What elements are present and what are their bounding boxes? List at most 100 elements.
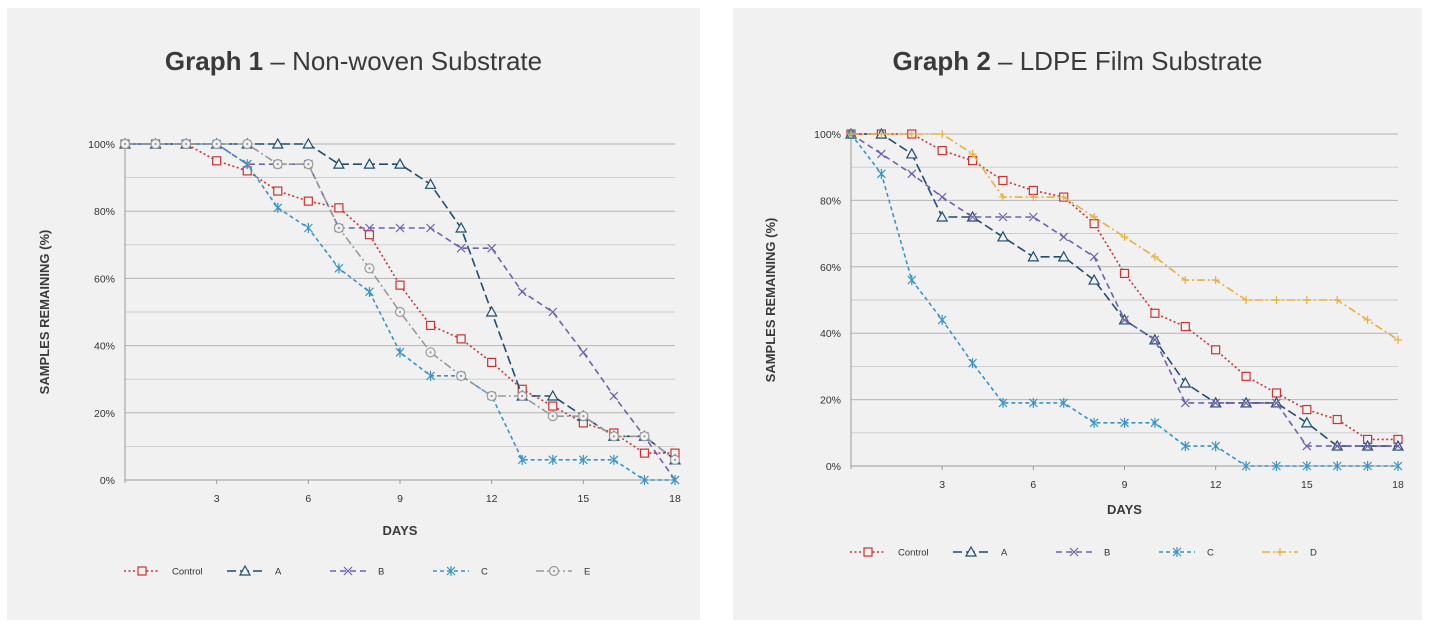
chart2-legend-swatch-marker bbox=[863, 547, 873, 557]
chart2-data-point bbox=[876, 168, 886, 179]
chart2-data-point bbox=[1211, 276, 1220, 285]
chart1-legend-item-a: A bbox=[227, 564, 282, 578]
chart2-y-tick-label: 20% bbox=[820, 395, 841, 407]
chart1-data-point bbox=[424, 178, 437, 189]
chart1-data-point bbox=[271, 137, 284, 149]
chart2-legend-item-d: D bbox=[1262, 548, 1317, 559]
chart2-data-point bbox=[907, 169, 917, 179]
chart2-x-tick-label: 15 bbox=[1301, 479, 1313, 491]
chart1-data-point bbox=[211, 138, 222, 150]
chart2-data-point bbox=[1180, 441, 1190, 452]
chart2-data-point bbox=[1211, 345, 1221, 355]
chart2-data-point bbox=[1363, 315, 1372, 324]
chart1-legend-swatch-marker bbox=[343, 566, 353, 576]
chart-title-1: Graph 1 – Non-woven Substrate bbox=[7, 46, 700, 77]
chart1-data-point bbox=[485, 305, 498, 317]
chart2-data-point bbox=[968, 212, 977, 222]
chart1-legend-label: C bbox=[481, 567, 488, 578]
chart2-legend-swatch-marker bbox=[1276, 548, 1284, 556]
chart2-data-point bbox=[1057, 250, 1070, 262]
chart1-data-point bbox=[303, 196, 313, 206]
chart2-data-point bbox=[1394, 335, 1402, 344]
chart2-series-control bbox=[846, 129, 1403, 445]
chart2-data-point bbox=[1300, 416, 1313, 428]
chart2-data-point bbox=[1302, 441, 1312, 451]
chart1-data-point bbox=[365, 286, 374, 297]
chart-title-2-separator: – bbox=[990, 46, 1020, 76]
chart2-data-point bbox=[996, 230, 1009, 242]
chart2-data-point bbox=[1059, 193, 1068, 202]
chart2-data-point bbox=[938, 130, 947, 138]
chart1-legend-swatch-marker bbox=[137, 566, 147, 576]
chart2-data-point bbox=[1179, 376, 1192, 388]
chart1-y-tick-label: 40% bbox=[94, 341, 115, 353]
chart2-data-point bbox=[1271, 388, 1282, 398]
chart2-data-point bbox=[1028, 397, 1038, 408]
chart-2-svg: 0% 20% 40% 60% 80% 100% 3 6 9 12 15 18 DAYS SAMPLES R… bbox=[763, 127, 1405, 559]
chart2-data-point bbox=[1241, 398, 1251, 408]
chart1-data-point bbox=[517, 454, 527, 465]
chart2-data-point bbox=[1089, 417, 1099, 428]
chart2-data-point bbox=[1180, 321, 1190, 332]
chart2-y-tick-label: 80% bbox=[820, 195, 841, 207]
chart1-data-point bbox=[302, 137, 315, 149]
chart1-data-point bbox=[609, 391, 619, 401]
chart1-data-point bbox=[365, 223, 374, 233]
chart1-x-axis-label: DAYS bbox=[383, 523, 418, 538]
chart2-data-point bbox=[1333, 296, 1342, 304]
chart-title-2-rest: LDPE Film Substrate bbox=[1019, 46, 1263, 76]
chart1-data-point bbox=[547, 411, 558, 422]
chart2-legend-label: B bbox=[1104, 548, 1110, 559]
chart1-data-point bbox=[272, 159, 283, 170]
chart1-data-point bbox=[303, 223, 313, 233]
chart1-data-point bbox=[609, 454, 619, 465]
chart2-data-point bbox=[1332, 414, 1342, 425]
chart2-data-point bbox=[1393, 461, 1403, 471]
chart2-data-point bbox=[877, 130, 886, 138]
chart2-data-point bbox=[1242, 296, 1251, 304]
chart1-series-line-control bbox=[125, 143, 675, 454]
chart2-data-point bbox=[937, 314, 947, 325]
chart1-data-point bbox=[273, 186, 283, 196]
chart1-series-control bbox=[120, 139, 680, 458]
chart2-data-point bbox=[1029, 193, 1038, 202]
chart1-data-point bbox=[395, 280, 405, 290]
chart1-legend-swatch-marker bbox=[548, 565, 560, 577]
chart1-series-a bbox=[118, 137, 682, 465]
chart1-data-point bbox=[425, 320, 436, 331]
chart2-data-point bbox=[1302, 296, 1311, 304]
chart1-legend-item-e: E bbox=[536, 565, 590, 578]
chart2-data-point bbox=[937, 146, 947, 156]
chart1-data-point bbox=[119, 138, 131, 150]
chart2-x-tick-label: 12 bbox=[1210, 479, 1222, 491]
chart2-data-point bbox=[1363, 441, 1373, 451]
chart2-x-tick-label: 3 bbox=[939, 479, 945, 491]
chart1-data-point bbox=[578, 454, 588, 465]
chart1-legend-item-c: C bbox=[433, 566, 488, 578]
chart2-data-point bbox=[1302, 461, 1312, 471]
chart-panel-1: Graph 1 – Non-woven Substrate 0% 20% 40% 60… bbox=[7, 8, 700, 620]
chart1-data-point bbox=[395, 347, 405, 358]
chart1-data-point bbox=[364, 230, 375, 240]
chart2-data-point bbox=[937, 192, 947, 202]
chart2-data-point bbox=[1363, 461, 1373, 471]
chart1-data-point bbox=[608, 431, 619, 442]
chart1-legend-swatch-marker bbox=[238, 564, 252, 576]
chart1-data-point bbox=[212, 156, 222, 166]
chart1-y-tick-label: 60% bbox=[94, 273, 115, 285]
chart2-x-tick-label: 6 bbox=[1030, 479, 1036, 491]
chart2-legend-label: Control bbox=[898, 548, 929, 559]
chart1-x-tick-label: 12 bbox=[486, 493, 498, 505]
chart2-data-point bbox=[1302, 404, 1312, 415]
chart1-data-point bbox=[639, 448, 650, 458]
chart1-x-tick-label: 6 bbox=[305, 493, 311, 505]
chart2-y-axis-label: SAMPLES REMAINING (%) bbox=[763, 218, 778, 383]
chart2-y-tick-label: 100% bbox=[814, 129, 841, 141]
chart2-data-point bbox=[1393, 441, 1403, 451]
chart1-data-point bbox=[456, 370, 467, 381]
chart1-x-tick-label: 15 bbox=[577, 493, 589, 505]
chart2-series-d bbox=[847, 130, 1402, 344]
chart2-data-point bbox=[1272, 296, 1281, 304]
chart1-data-point bbox=[395, 223, 405, 233]
chart2-x-tick-label: 9 bbox=[1122, 479, 1128, 491]
